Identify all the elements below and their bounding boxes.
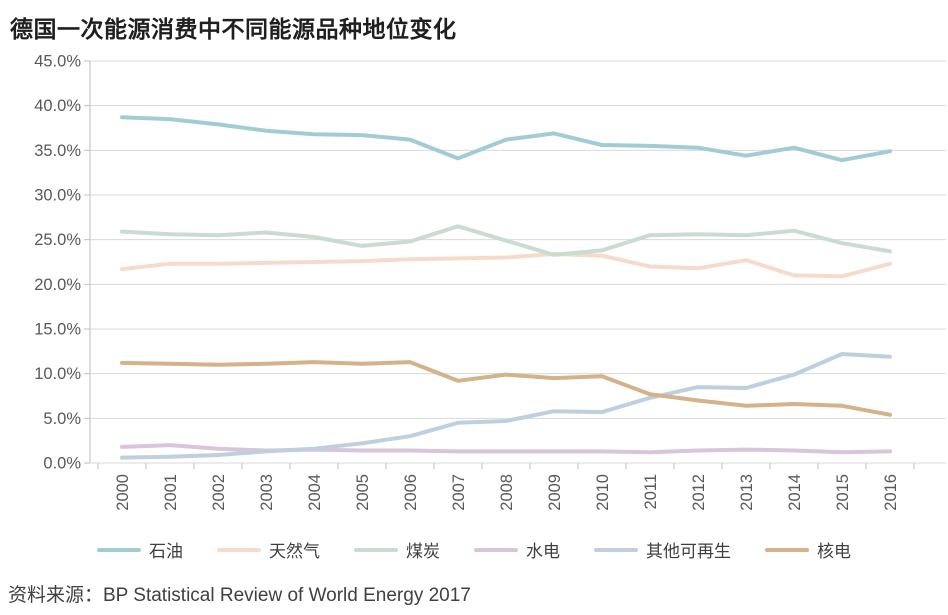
series-line-natural-gas (120, 252, 892, 279)
y-axis-label: 20.0% (34, 276, 81, 294)
x-axis-label: 2001 (162, 474, 180, 511)
y-axis-label: 15.0% (34, 321, 81, 339)
x-axis-label: 2010 (594, 474, 612, 511)
series-line-oil (120, 115, 892, 163)
legend-label: 其他可再生 (646, 542, 731, 561)
page-title: 德国一次能源消费中不同能源品种地位变化 (10, 16, 457, 42)
y-axis-label: 30.0% (34, 187, 81, 205)
y-axis-label: 40.0% (34, 97, 81, 115)
legend-item-other-renewables: 其他可再生 (594, 537, 731, 562)
x-axis-label: 2012 (690, 474, 708, 511)
legend-item-oil: 石油 (97, 537, 183, 562)
x-axis-label: 2003 (258, 474, 276, 511)
series-line-nuclear (120, 360, 892, 417)
legend-item-natural-gas: 天然气 (217, 537, 320, 562)
x-axis-label: 2004 (306, 474, 324, 511)
x-axis-label: 2011 (642, 474, 660, 509)
x-axis-label: 2014 (786, 474, 804, 511)
x-axis-label: 2005 (354, 474, 372, 511)
x-axis-label: 2002 (210, 474, 228, 511)
legend-label: 天然气 (269, 542, 320, 561)
x-axis-label: 2007 (450, 474, 468, 511)
y-axis-label: 5.0% (43, 410, 81, 428)
series-line-other-renewables (120, 352, 892, 460)
series-line-hydro (120, 443, 892, 455)
legend-swatch-other-renewables (594, 547, 638, 552)
x-axis-label: 2015 (834, 474, 852, 511)
y-axis-label: 10.0% (34, 365, 81, 383)
legend-swatch-natural-gas (217, 547, 261, 552)
legend-item-coal: 煤炭 (354, 537, 440, 562)
legend-item-hydro: 水电 (474, 537, 560, 562)
legend-item-nuclear: 核电 (765, 537, 851, 562)
legend-swatch-hydro (474, 547, 518, 552)
legend-label: 核电 (817, 542, 851, 561)
y-axis-label: 25.0% (34, 231, 81, 249)
legend-label: 水电 (526, 542, 560, 561)
x-axis-label: 2009 (546, 474, 564, 511)
y-axis-label: 0.0% (43, 455, 81, 473)
legend-swatch-nuclear (765, 547, 809, 552)
source-note: 资料来源：BP Statistical Review of World Ener… (8, 585, 471, 606)
y-axis-label: 35.0% (34, 142, 81, 160)
legend-label: 石油 (149, 542, 183, 561)
legend-swatch-coal (354, 547, 398, 552)
x-axis-label: 2008 (498, 474, 516, 511)
series-line-coal (120, 224, 892, 257)
x-axis-label: 2013 (738, 474, 756, 511)
legend-swatch-oil (97, 547, 141, 552)
line-chart: 45.0% 40.0% 35.0% 30.0% 25.0% 20.0% 15.0% 10.0%… (34, 53, 946, 511)
x-axis-label: 2006 (402, 474, 420, 511)
y-axis-label: 45.0% (34, 53, 81, 71)
legend-label: 煤炭 (406, 542, 440, 561)
x-axis-label: 2000 (114, 474, 132, 511)
chart-legend: 石油 天然气 煤炭 水电 其他可再生 核电 (0, 537, 948, 562)
x-axis-label: 2016 (882, 474, 900, 511)
